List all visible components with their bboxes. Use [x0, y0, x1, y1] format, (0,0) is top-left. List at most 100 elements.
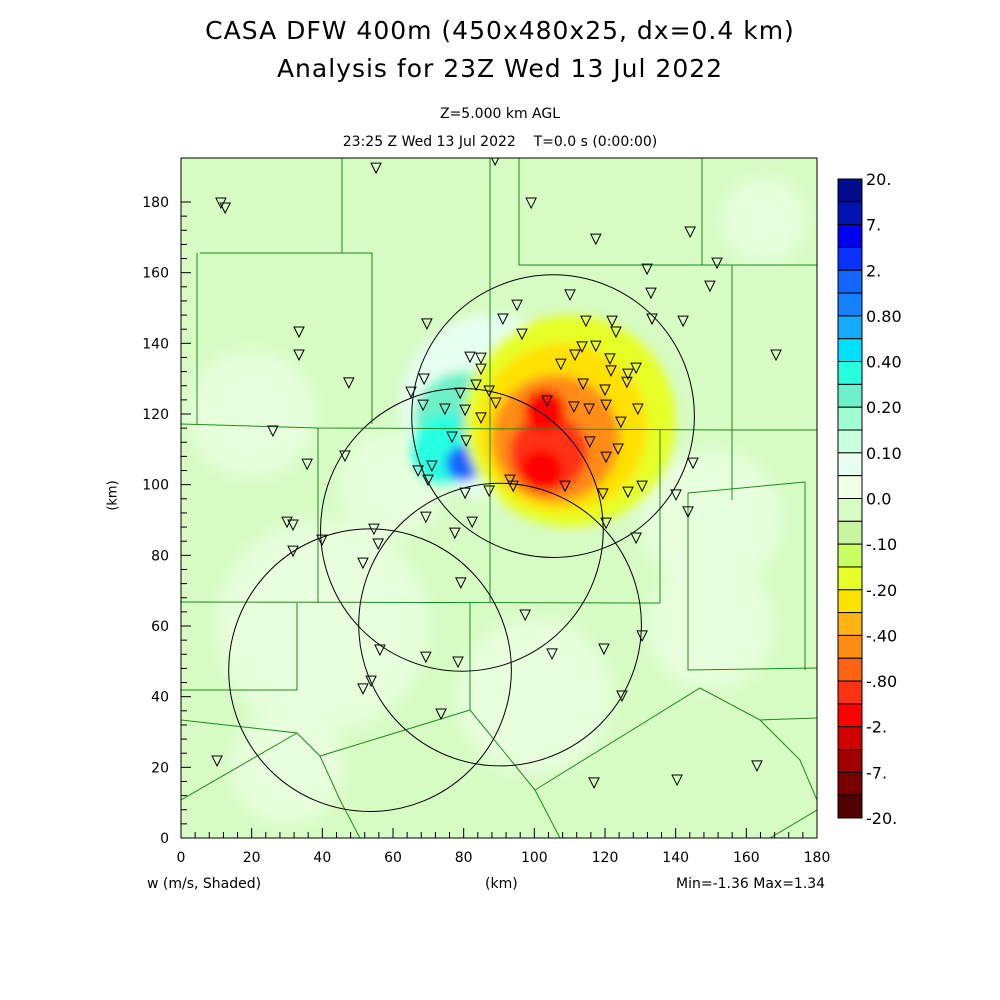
station-marker-icon — [564, 289, 576, 302]
colorbar-label: 0.0 — [866, 490, 891, 509]
station-marker-icon — [636, 630, 648, 643]
station-marker-icon — [365, 675, 377, 688]
station-marker-icon — [293, 326, 305, 339]
station-marker-icon — [475, 363, 487, 376]
station-marker-icon — [605, 365, 617, 378]
station-marker-icon — [459, 487, 471, 500]
field-patch — [188, 350, 316, 478]
field-patch — [456, 618, 613, 775]
station-marker-icon — [580, 315, 592, 328]
station-marker-icon — [677, 315, 689, 328]
station-marker-icon — [316, 534, 328, 547]
colorbar-swatch — [837, 657, 863, 682]
station-marker-icon — [577, 378, 589, 391]
colorbar-label: 0.80 — [866, 307, 902, 326]
colorbar-label: -20. — [866, 809, 897, 828]
field-cell — [520, 449, 563, 492]
station-marker-icon — [525, 197, 537, 210]
colorbar-label: -.10 — [866, 535, 897, 554]
station-marker-icon — [604, 353, 616, 365]
field-label: w (m/s, Shaded) — [147, 876, 262, 892]
station-marker-icon — [751, 760, 763, 773]
county-boundary — [181, 601, 661, 604]
station-marker-icon — [454, 387, 466, 400]
station-marker-icon — [671, 774, 683, 787]
station-marker-icon — [516, 328, 528, 341]
station-marker-icon — [421, 318, 433, 331]
field-patch — [640, 449, 782, 591]
colorbar-swatch — [837, 361, 863, 385]
field-patch — [216, 520, 429, 732]
station-marker-icon — [590, 340, 602, 353]
station-marker-icon — [687, 457, 699, 470]
station-marker-icon — [339, 450, 351, 463]
colorbar-swatch — [837, 749, 863, 773]
station-marker-icon — [374, 644, 386, 657]
colorbar-swatch — [837, 246, 863, 271]
station-marker-icon — [590, 233, 602, 246]
county-boundary — [319, 755, 361, 838]
station-marker-icon — [420, 651, 432, 664]
radar-range-ring — [228, 528, 512, 813]
station-marker-icon — [519, 609, 531, 622]
station-marker-icon — [511, 299, 523, 312]
colorbar-swatch — [837, 475, 863, 499]
colorbar-swatch — [837, 338, 863, 363]
colorbar-swatch — [837, 726, 863, 751]
county-boundary — [181, 423, 817, 431]
chart-title: CASA DFW 400m (450x480x25, dx=0.4 km) — [205, 16, 795, 45]
station-marker-icon — [711, 257, 723, 270]
station-marker-icon — [405, 386, 417, 399]
colorbar-swatch — [837, 794, 863, 819]
station-marker-icon — [420, 511, 432, 524]
y-tick-label: 120 — [142, 407, 169, 423]
station-marker-icon — [600, 517, 612, 530]
colorbar-label: 0.10 — [866, 444, 902, 463]
station-marker-icon — [301, 458, 313, 471]
colorbar-swatch — [837, 315, 863, 340]
chart-subtitle: Analysis for 23Z Wed 13 Jul 2022 — [276, 54, 724, 83]
station-marker-icon — [417, 399, 429, 412]
x-tick-label: 80 — [455, 850, 473, 866]
station-marker-icon — [343, 377, 355, 390]
x-tick-label: 20 — [243, 850, 261, 866]
colorbar-swatch — [837, 771, 863, 796]
colorbar-swatch — [837, 589, 863, 614]
station-marker-icon — [368, 523, 380, 536]
y-tick-label: 160 — [142, 266, 169, 282]
station-marker-icon — [460, 435, 472, 447]
station-marker-icon — [621, 376, 633, 389]
station-marker-icon — [357, 683, 369, 696]
plot-frame — [180, 157, 818, 839]
station-marker-icon — [372, 538, 384, 551]
station-marker-icon — [600, 399, 612, 412]
station-marker-icon — [615, 416, 627, 429]
station-marker-icon — [459, 404, 471, 417]
station-marker-icon — [470, 379, 482, 392]
station-marker-icon — [475, 412, 487, 425]
station-marker-icon — [684, 226, 696, 239]
county-boundary — [518, 158, 817, 266]
county-boundary — [534, 687, 817, 791]
station-marker-icon — [466, 516, 478, 529]
y-tick-label: 100 — [142, 478, 169, 494]
station-marker-icon — [490, 397, 502, 410]
colorbar-swatch — [837, 452, 863, 477]
station-marker-icon — [606, 315, 618, 328]
station-marker-icon — [546, 648, 558, 661]
radar-range-ring — [358, 482, 642, 767]
station-marker-icon — [483, 485, 495, 498]
colorbar-swatch — [837, 269, 863, 294]
station-marker-icon — [435, 708, 447, 721]
colorbar-swatch — [837, 543, 863, 568]
x-tick-label: 0 — [177, 850, 186, 866]
station-marker-icon — [449, 527, 461, 540]
station-marker-icon — [559, 480, 571, 493]
station-marker-icon — [446, 431, 458, 444]
minmax-label: Min=-1.36 Max=1.34 — [676, 876, 826, 892]
colorbar-swatch — [837, 292, 863, 317]
colorbar-swatch — [837, 383, 863, 408]
station-marker-icon — [770, 349, 782, 362]
station-marker-icon — [622, 368, 634, 381]
station-marker-icon — [418, 373, 430, 386]
